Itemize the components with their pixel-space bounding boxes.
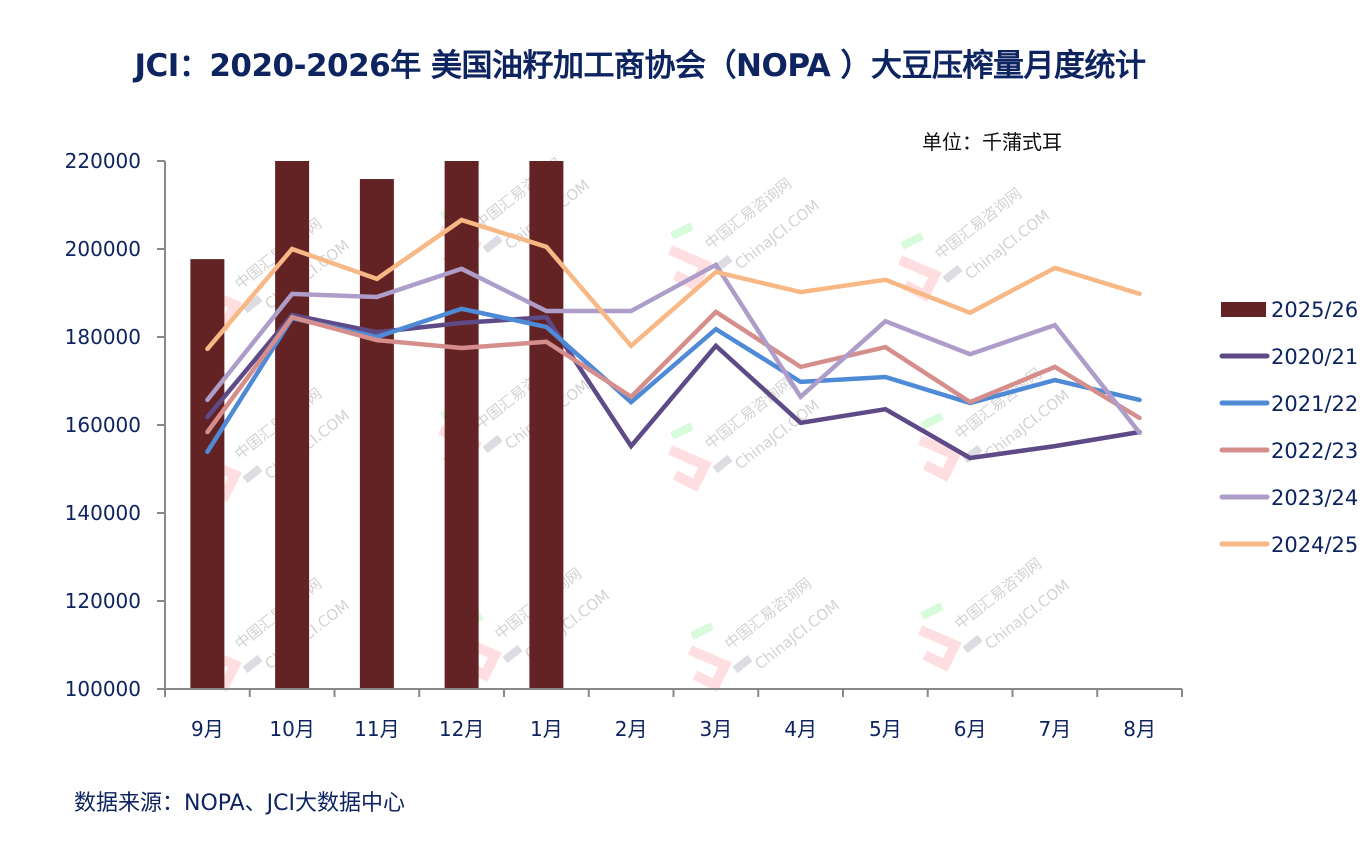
y-tick-label: 160000: [65, 413, 141, 437]
x-tick-label: 3月: [700, 717, 733, 741]
legend: 2025/26 2020/21 2021/22 2022/23 2023/24 2024/…: [1219, 298, 1358, 557]
x-tick-label: 1月: [530, 717, 563, 741]
legend-label: 2025/26: [1271, 298, 1358, 322]
y-tick-label: 120000: [65, 589, 141, 613]
x-tick-label: 11月: [354, 717, 399, 741]
legend-item-2022-23: 2022/23: [1219, 439, 1358, 463]
legend-label: 2022/23: [1271, 439, 1358, 463]
x-tick-label: 6月: [954, 717, 987, 741]
legend-label: 2020/21: [1271, 345, 1358, 369]
legend-item-2020-21: 2020/21: [1219, 345, 1358, 369]
y-tick-label: 220000: [65, 149, 141, 173]
y-tick-label: 200000: [65, 237, 141, 261]
y-tick-label: 100000: [65, 677, 141, 701]
bar-2025-26-4: [444, 161, 479, 689]
source-label: 数据来源：NOPA、JCI大数据中心: [74, 791, 406, 816]
line-2020-21: [205, 312, 1142, 461]
bar-2025-26-5: [529, 161, 564, 689]
line-2024-25: [205, 217, 1142, 352]
line-series: [205, 217, 1142, 461]
x-tick-label: 10月: [269, 717, 314, 741]
bar-2025-26-2: [275, 161, 310, 689]
x-tick-label: 2月: [615, 717, 648, 741]
legend-label: 2021/22: [1271, 392, 1358, 416]
chart-title: JCI：2020-2026年 美国油籽加工商协会（NOPA ）大豆压榨量月度统计: [134, 48, 1147, 84]
legend-item-2025-26: 2025/26: [1221, 298, 1358, 322]
bar-2025-26-3: [359, 179, 394, 690]
line-2023-24: [205, 261, 1142, 436]
x-tick-label: 12月: [439, 717, 484, 741]
x-tick-label: 5月: [869, 717, 902, 741]
line-2022-23: [205, 309, 1142, 435]
axes: 100000 120000 140000 160000 180000 200000 2200…: [65, 149, 1183, 741]
bar-2025-26-1: [190, 259, 225, 689]
line-2021-22: [205, 306, 1142, 455]
legend-label: 2023/24: [1271, 486, 1358, 510]
x-tick-label: 8月: [1123, 717, 1156, 741]
x-tick-label: 7月: [1039, 717, 1072, 741]
legend-item-2021-22: 2021/22: [1219, 392, 1358, 416]
legend-item-2024-25: 2024/25: [1219, 533, 1358, 557]
legend-item-2023-24: 2023/24: [1219, 486, 1358, 510]
x-tick-label: 4月: [784, 717, 817, 741]
legend-swatch: [1221, 302, 1266, 317]
y-tick-label: 140000: [65, 501, 141, 525]
unit-label: 单位：千蒲式耳: [922, 130, 1062, 154]
x-tick-label: 9月: [191, 717, 224, 741]
y-tick-label: 180000: [65, 325, 141, 349]
legend-label: 2024/25: [1271, 533, 1358, 557]
